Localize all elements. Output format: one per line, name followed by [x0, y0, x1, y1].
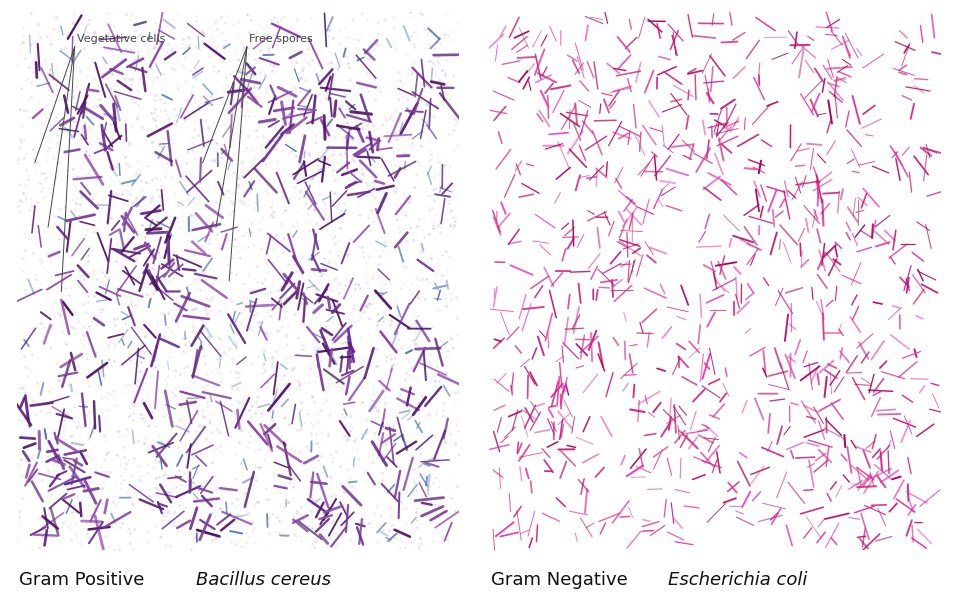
Text: Gram Positive: Gram Positive [19, 571, 150, 589]
Text: Gram Negative: Gram Negative [491, 571, 633, 589]
Text: Free spores: Free spores [249, 34, 313, 44]
Text: Vegetative cells: Vegetative cells [77, 34, 165, 44]
Text: Bacillus cereus: Bacillus cereus [195, 571, 331, 589]
Text: Escherichia coli: Escherichia coli [667, 571, 806, 589]
